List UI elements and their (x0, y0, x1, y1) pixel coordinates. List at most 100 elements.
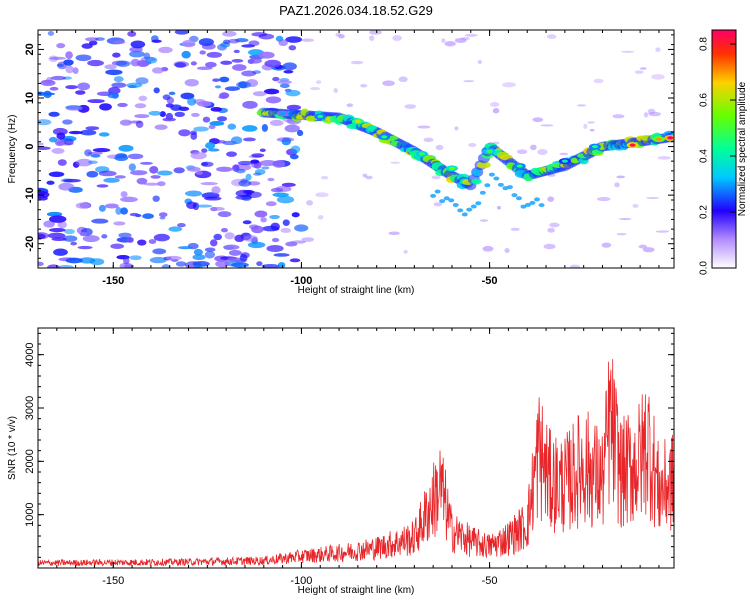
heatmap-noise-blob (135, 120, 144, 129)
heatmap-noise-blob (149, 256, 167, 264)
heatmap-ridge-tail (475, 201, 482, 206)
colorbar-gradient (711, 29, 737, 269)
heatmap-noise-blob (247, 241, 266, 249)
heatmap-ridge-tail (529, 200, 536, 205)
heatmap-noise-blob (338, 34, 345, 39)
heatmap-noise-blob (48, 111, 60, 117)
heatmap-noise-blob (216, 166, 233, 172)
heatmap-noise-blob (601, 242, 612, 248)
heatmap-noise-blob (291, 212, 300, 218)
heatmap-noise-blob (126, 236, 134, 243)
heatmap-noise-blob (219, 76, 230, 83)
heatmap-noise-blob (270, 187, 284, 193)
heatmap-noise-blob (530, 144, 537, 151)
heatmap-noise-blob (190, 132, 198, 140)
heatmap-noise-blob (153, 233, 170, 242)
y-tick-label: 20 (24, 43, 36, 55)
heatmap-noise-blob (227, 123, 237, 130)
heatmap-noise-blob (276, 195, 295, 204)
heatmap-noise-blob (227, 256, 241, 262)
heatmap-noise-blob (537, 148, 548, 155)
heatmap-noise-blob (114, 154, 129, 161)
heatmap-noise-blob (282, 219, 290, 226)
heatmap-ridge-tail (466, 207, 473, 212)
heatmap-noise-blob (120, 191, 128, 198)
heatmap-noise-blob (263, 88, 280, 95)
heatmap-noise-blob (174, 62, 187, 68)
heatmap-hot-core (317, 114, 324, 119)
heatmap-noise-blob (435, 144, 444, 151)
heatmap-noise-blob (242, 100, 258, 109)
heatmap-hot-core (629, 143, 636, 147)
heatmap-noise-blob (350, 60, 364, 65)
x-tick-label: -100 (290, 275, 312, 287)
spectrogram-panel: -150 -100 -50 20 10 0 -10 -20 Height of straigh… (7, 29, 675, 296)
heatmap-noise-blob (502, 82, 516, 88)
heatmap-noise-blob (589, 128, 595, 132)
heatmap-noise-blob (85, 37, 99, 42)
heatmap-noise-blob (320, 176, 329, 180)
heatmap-noise-blob (168, 91, 176, 96)
heatmap-ridge-tail (470, 204, 477, 209)
heatmap-noise-blob (174, 30, 190, 35)
x-tick-label: -50 (482, 575, 498, 587)
heatmap-noise-blob (242, 220, 252, 225)
heatmap-noise-blob (277, 261, 286, 268)
spectrogram-y-label: Frequency (Hz) (7, 115, 18, 184)
heatmap-noise-blob (212, 78, 220, 82)
heatmap-noise-blob (190, 61, 197, 66)
heatmap-ridge-tail (430, 193, 437, 198)
heatmap-noise-blob (256, 261, 263, 267)
heatmap-noise-blob (65, 51, 73, 60)
heatmap-noise-blob (224, 86, 240, 91)
heatmap-noise-blob (596, 196, 611, 202)
heatmap-ridge-tail (479, 190, 486, 195)
heatmap-noise-blob (657, 156, 671, 160)
heatmap-noise-blob (108, 86, 121, 95)
heatmap-noise-blob (197, 100, 212, 107)
heatmap-noise-blob (392, 35, 402, 41)
heatmap-noise-blob (632, 203, 639, 208)
heatmap-noise-blob (111, 82, 127, 88)
heatmap-noise-blob (193, 248, 203, 256)
heatmap-noise-blob (204, 250, 216, 259)
colorbar-tick-label: 0.0 (699, 261, 710, 275)
heatmap-noise-blob (281, 182, 296, 187)
heatmap-noise-blob (104, 64, 117, 70)
heatmap-noise-blob (90, 154, 101, 158)
heatmap-noise-blob (569, 264, 581, 268)
heatmap-noise-blob (638, 244, 648, 249)
heatmap-noise-blob (38, 119, 52, 126)
heatmap-noise-blob (206, 51, 223, 58)
heatmap-noise-blob (86, 170, 99, 178)
heatmap-noise-blob (75, 158, 93, 167)
y-tick-label: 2000 (24, 449, 36, 473)
heatmap-noise-blob (259, 160, 278, 167)
heatmap-hot-core (655, 137, 662, 141)
heatmap-noise-blob (165, 255, 182, 261)
heatmap-noise-blob (444, 40, 456, 47)
heatmap-noise-blob (38, 91, 46, 96)
heatmap-noise-blob (130, 40, 146, 49)
y-tick-label: -10 (24, 187, 36, 203)
heatmap-ridge-blob (476, 161, 491, 169)
heatmap-noise-blob (178, 106, 190, 112)
heatmap-noise-blob (369, 30, 382, 35)
heatmap-noise-blob (272, 76, 280, 82)
heatmap-noise-blob (161, 264, 171, 268)
heatmap-noise-blob (99, 103, 112, 111)
heatmap-noise-blob (79, 231, 88, 237)
heatmap-hot-core (516, 164, 523, 168)
heatmap-noise-blob (129, 212, 139, 217)
heatmap-noise-blob (126, 82, 143, 88)
heatmap-noise-blob (238, 180, 252, 187)
colorbar-tick-label: 0.4 (699, 149, 710, 163)
heatmap-noise-blob (107, 92, 119, 99)
heatmap-noise-blob (280, 227, 292, 233)
heatmap-noise-blob (177, 246, 193, 250)
heatmap-noise-blob (235, 189, 253, 198)
heatmap-noise-blob (282, 62, 297, 71)
heatmap-noise-blob (620, 50, 635, 53)
heatmap-noise-blob (143, 182, 161, 186)
heatmap-hot-core (279, 111, 286, 116)
